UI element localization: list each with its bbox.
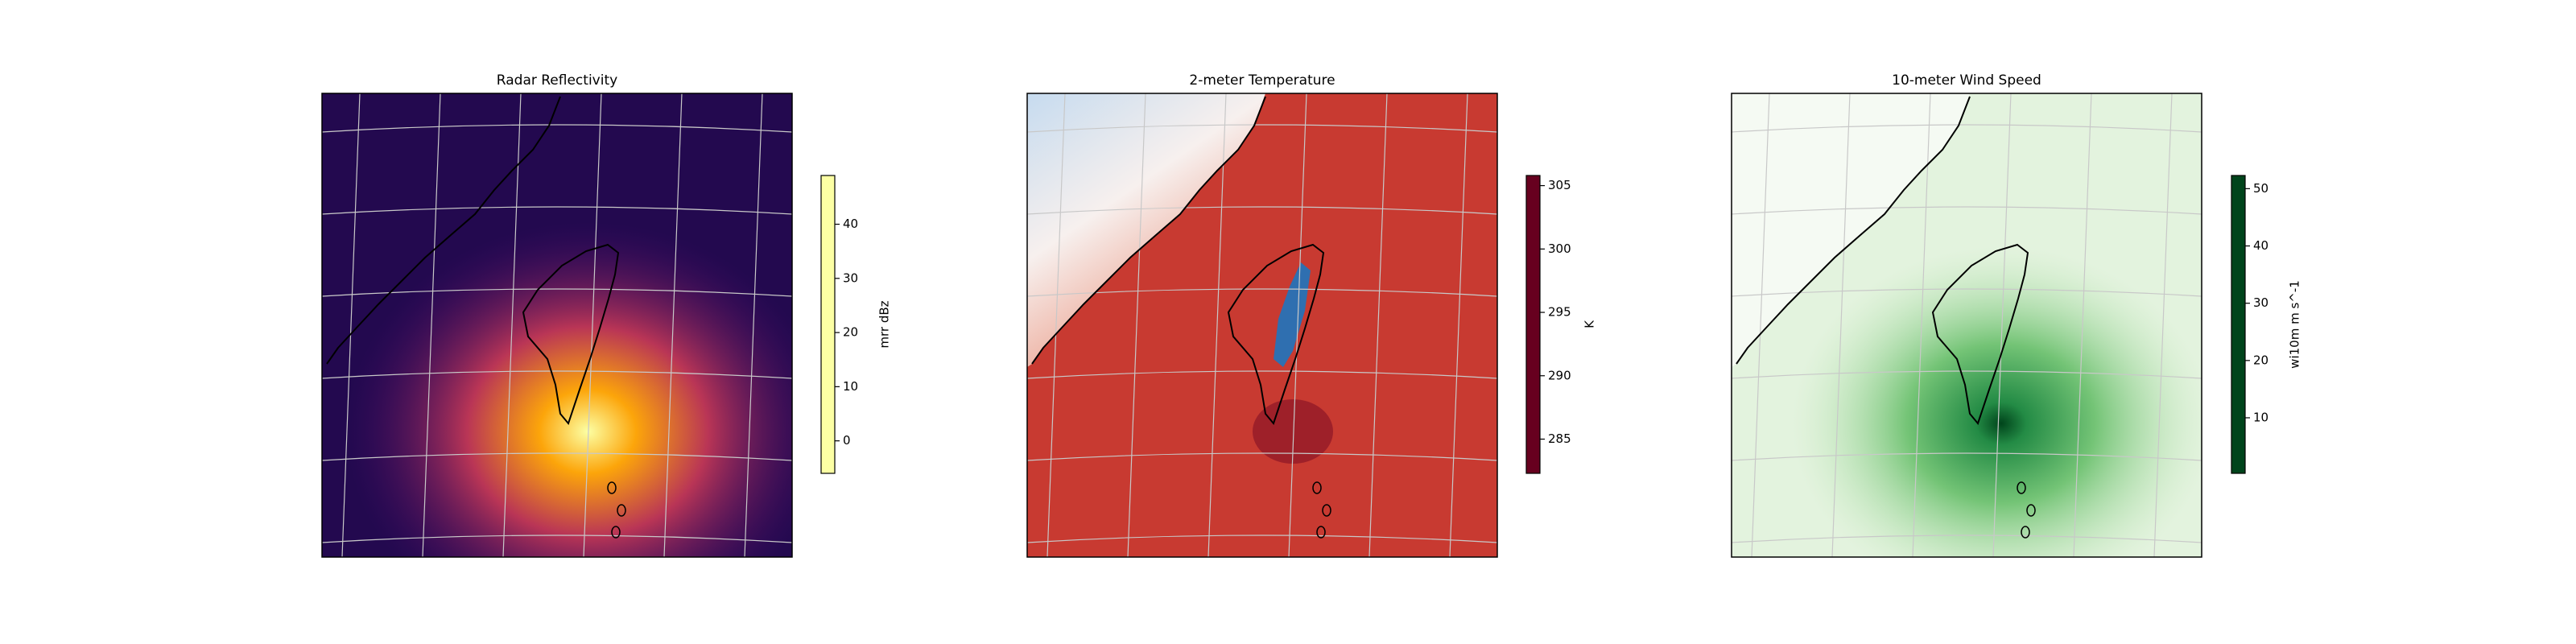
island bbox=[611, 526, 621, 539]
map-field bbox=[346, 222, 792, 557]
map-field bbox=[1792, 246, 2202, 557]
graticule bbox=[1288, 93, 1307, 557]
graticule bbox=[322, 124, 792, 133]
graticule bbox=[1732, 124, 2202, 133]
graticule bbox=[322, 206, 792, 215]
map-field bbox=[1732, 93, 1970, 367]
colorbar-tick-label: 30 bbox=[843, 270, 858, 285]
graticule bbox=[502, 93, 522, 557]
graticule bbox=[2073, 93, 2092, 557]
graticule bbox=[1449, 93, 1468, 557]
colorbar-label: mrr dBz bbox=[877, 300, 892, 348]
colorbar-tick-label: 10 bbox=[843, 379, 858, 394]
graticule bbox=[341, 93, 361, 557]
island bbox=[1312, 481, 1322, 494]
map-field bbox=[1253, 399, 1333, 464]
graticule bbox=[322, 535, 792, 543]
graticule bbox=[744, 93, 763, 557]
colorbar-tick-label: 50 bbox=[2253, 181, 2268, 196]
colorbar-tick-label: 0 bbox=[843, 433, 851, 448]
graticule bbox=[1751, 93, 1770, 557]
map-frame bbox=[321, 93, 793, 558]
graticule bbox=[1027, 206, 1497, 215]
graticule bbox=[1027, 124, 1497, 133]
graticule bbox=[1732, 288, 2202, 297]
colorbar-tick-label: 20 bbox=[843, 325, 858, 340]
graticule bbox=[1027, 370, 1497, 379]
graticule bbox=[1732, 452, 2202, 461]
graticule bbox=[322, 370, 792, 379]
colorbar-label: K bbox=[1583, 320, 1597, 328]
colorbar-label: wi10m m s^-1 bbox=[2288, 280, 2302, 369]
graticule bbox=[1912, 93, 1931, 557]
coastline bbox=[1736, 96, 1971, 365]
island bbox=[1316, 526, 1326, 539]
graticule bbox=[322, 452, 792, 461]
colorbar-tick-label: 290 bbox=[1548, 368, 1571, 382]
graticule bbox=[1992, 93, 2012, 557]
colorbar bbox=[2231, 175, 2246, 474]
graticule bbox=[1831, 93, 1851, 557]
island bbox=[617, 504, 626, 517]
colorbar-tick-label: 30 bbox=[2253, 295, 2268, 310]
map-field bbox=[1274, 262, 1311, 367]
colorbar-tick-label: 300 bbox=[1548, 242, 1571, 256]
graticule bbox=[583, 93, 602, 557]
map-frame bbox=[1026, 93, 1498, 558]
colorbar-tick-label: 40 bbox=[2253, 238, 2268, 253]
colorbar-tick-label: 10 bbox=[2253, 410, 2268, 424]
panel-title: Radar Reflectivity bbox=[497, 72, 617, 89]
colorbar-tick-label: 285 bbox=[1548, 431, 1571, 446]
panel-title: 2-meter Temperature bbox=[1189, 72, 1335, 89]
graticule bbox=[422, 93, 441, 557]
island bbox=[607, 481, 617, 494]
island bbox=[2017, 481, 2026, 494]
map-frame bbox=[1731, 93, 2202, 558]
graticule bbox=[1732, 370, 2202, 379]
panel-title: 10-meter Wind Speed bbox=[1892, 72, 2041, 89]
graticule bbox=[663, 93, 683, 557]
graticule bbox=[1027, 452, 1497, 461]
graticule bbox=[1046, 93, 1066, 557]
island bbox=[1322, 504, 1331, 517]
coastline bbox=[326, 96, 561, 365]
graticule bbox=[1127, 93, 1146, 557]
taiwan-outline bbox=[1931, 243, 2029, 426]
graticule bbox=[1208, 93, 1227, 557]
map-panel bbox=[1027, 93, 1497, 557]
coastline bbox=[1031, 96, 1266, 365]
graticule bbox=[1027, 288, 1497, 297]
map-panel bbox=[322, 93, 792, 557]
graticule bbox=[1027, 535, 1497, 543]
island bbox=[2021, 526, 2030, 539]
colorbar-tick-label: 305 bbox=[1548, 178, 1571, 192]
colorbar bbox=[1525, 175, 1541, 474]
island bbox=[2026, 504, 2036, 517]
graticule bbox=[1368, 93, 1388, 557]
taiwan-outline bbox=[1227, 243, 1325, 426]
map-panel bbox=[1732, 93, 2202, 557]
map-field bbox=[1027, 93, 1265, 367]
colorbar bbox=[820, 175, 836, 474]
colorbar-tick-label: 295 bbox=[1548, 305, 1571, 320]
graticule bbox=[322, 288, 792, 297]
colorbar-tick-label: 40 bbox=[843, 217, 858, 231]
colorbar-tick-label: 20 bbox=[2253, 353, 2268, 367]
taiwan-outline bbox=[522, 243, 620, 426]
graticule bbox=[1732, 206, 2202, 215]
graticule bbox=[2153, 93, 2173, 557]
graticule bbox=[1732, 535, 2202, 543]
